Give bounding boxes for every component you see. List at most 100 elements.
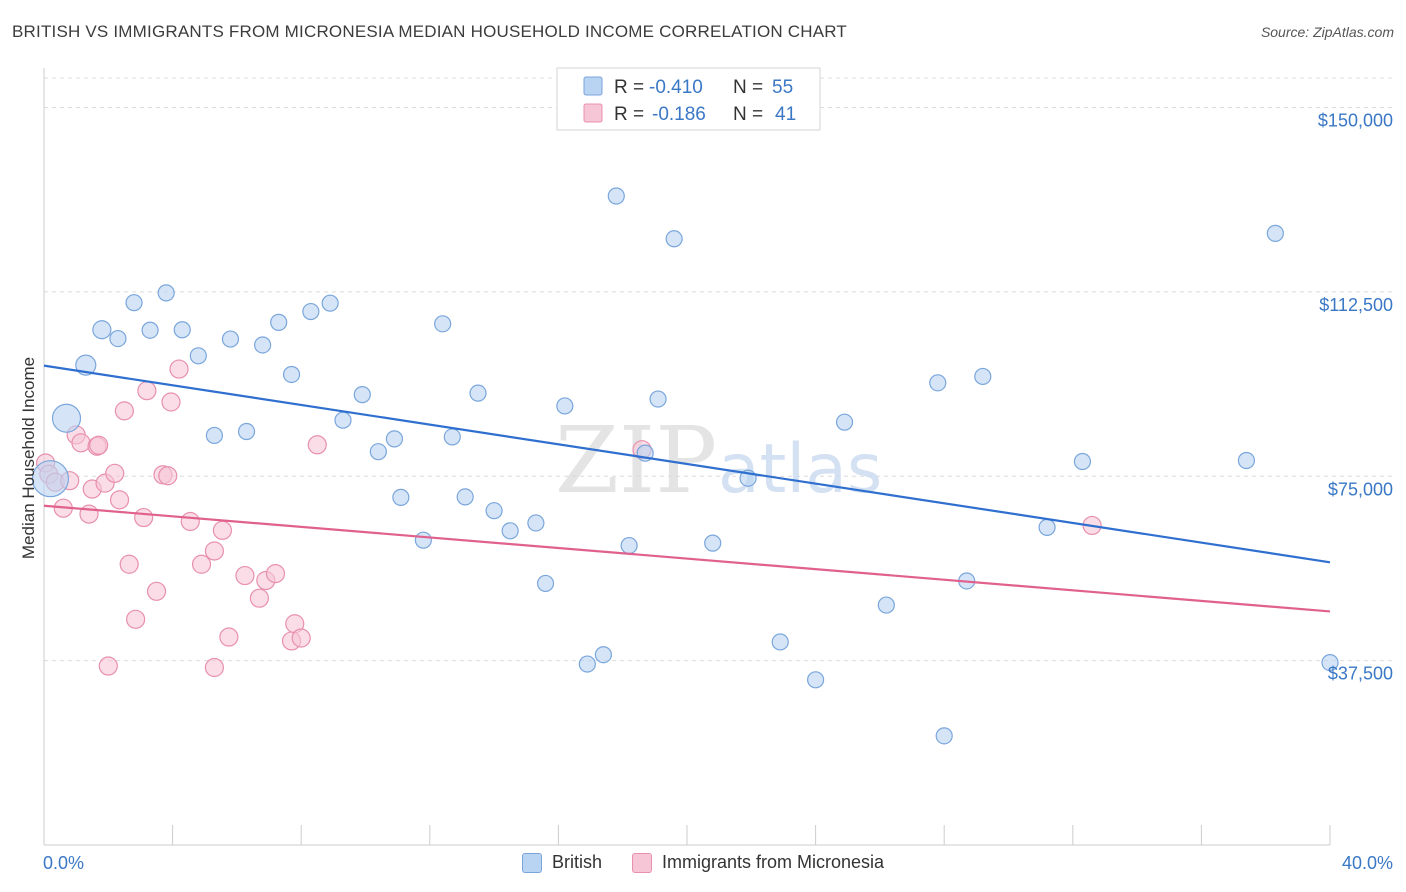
british-point — [189, 347, 207, 365]
bottom-legend-micronesia-label: Immigrants from Micronesia — [661, 852, 885, 872]
british-point — [51, 403, 82, 433]
axes — [43, 68, 1331, 846]
british-point — [109, 329, 127, 348]
bottom-legend-british-swatch — [521, 852, 542, 873]
british-point — [456, 488, 474, 506]
stats-legend: R = -0.410 N = 55 R = -0.186 N = 41 — [556, 67, 821, 131]
legend-british-r-value: -0.410 — [649, 77, 703, 98]
british-point — [321, 294, 339, 312]
micronesia-point — [158, 466, 178, 486]
watermark-atlas: atlas — [718, 430, 882, 509]
legend-british-n-value: 55 — [772, 77, 793, 98]
legend-micronesia-n-value: 41 — [775, 104, 796, 125]
british-point — [974, 367, 992, 386]
british-point — [1237, 451, 1256, 470]
british-point — [929, 374, 947, 392]
trend-line-micronesia — [43, 504, 1331, 613]
british-point — [282, 365, 301, 384]
micronesia-point — [235, 565, 255, 586]
british-point — [469, 384, 487, 402]
british-point — [536, 574, 555, 593]
british-point — [578, 655, 596, 673]
micronesia-point — [191, 554, 212, 574]
british-point — [302, 302, 320, 321]
british-point — [254, 336, 272, 354]
micronesia-point — [126, 609, 146, 629]
micronesia-point — [219, 627, 239, 647]
micronesia-point — [114, 401, 134, 421]
legend-micronesia-n-label: N = — [733, 104, 763, 125]
y-tick-labels: $37,500 $75,000 $112,500 $150,000 — [1318, 111, 1393, 684]
british-point — [392, 488, 410, 506]
legend-micronesia-swatch — [583, 103, 603, 123]
trend-lines — [43, 364, 1331, 613]
micronesia-point — [105, 463, 125, 483]
british-point — [31, 460, 70, 498]
british-point — [443, 428, 461, 446]
micronesia-point — [109, 490, 130, 510]
british-point — [75, 354, 97, 376]
british-point — [92, 320, 112, 340]
bottom-legend-micronesia: Immigrants from Micronesia — [631, 852, 885, 873]
watermark: ZIP atlas — [555, 407, 882, 514]
british-point — [205, 426, 223, 445]
british-point — [877, 596, 895, 614]
micronesia-point — [204, 541, 224, 561]
bottom-legend-british-label: British — [551, 852, 602, 872]
british-point — [594, 646, 613, 664]
y-tick-label: $150,000 — [1318, 111, 1393, 131]
micronesia-point — [307, 435, 327, 455]
micronesia-point — [161, 392, 181, 412]
micronesia-point — [89, 435, 109, 455]
micronesia-point — [134, 507, 154, 528]
micronesia-point — [98, 656, 118, 676]
x-tick-label-min: 0.0% — [43, 853, 84, 873]
source-label: Source: ZipAtlas.com — [1260, 24, 1394, 40]
legend-micronesia-r-value: -0.186 — [652, 104, 706, 125]
british-point — [835, 413, 854, 431]
micronesia-point — [180, 511, 200, 532]
british-point — [501, 522, 519, 540]
british-point — [385, 430, 404, 448]
series-british-points — [31, 187, 1339, 745]
y-tick-label: $37,500 — [1328, 664, 1393, 684]
british-point — [157, 284, 175, 302]
legend-british-swatch — [583, 76, 603, 96]
y-tick-label: $75,000 — [1328, 479, 1393, 499]
british-point — [649, 390, 667, 408]
bottom-legend-british: British — [521, 852, 602, 873]
british-point — [935, 727, 953, 745]
micronesia-point — [137, 381, 157, 401]
legend-micronesia-r-label: R = — [614, 104, 644, 125]
british-point — [1073, 452, 1092, 471]
micronesia-point — [265, 563, 286, 584]
micronesia-point — [291, 628, 311, 648]
british-point — [414, 531, 432, 549]
british-point — [704, 534, 722, 552]
british-point — [369, 443, 387, 461]
british-point — [485, 502, 503, 520]
micronesia-point — [119, 554, 139, 574]
british-point — [1266, 224, 1284, 242]
british-point — [1321, 653, 1339, 672]
british-point — [434, 315, 452, 333]
trend-line-british — [43, 364, 1331, 564]
british-point — [221, 330, 240, 348]
british-point — [806, 671, 825, 689]
british-point — [607, 187, 625, 205]
legend-british-n-label: N = — [733, 77, 763, 98]
micronesia-point — [204, 657, 224, 678]
british-point — [1038, 518, 1056, 536]
micronesia-point — [249, 588, 270, 608]
micronesia-point — [71, 433, 91, 453]
british-point — [556, 397, 574, 415]
micronesia-point — [169, 359, 189, 379]
british-point — [527, 514, 545, 532]
british-point — [665, 230, 683, 248]
watermark-zip: ZIP — [555, 407, 717, 514]
british-point — [141, 321, 159, 339]
chart-title: BRITISH VS IMMIGRANTS FROM MICRONESIA ME… — [12, 22, 848, 41]
micronesia-point — [79, 504, 99, 524]
british-point — [620, 536, 638, 555]
